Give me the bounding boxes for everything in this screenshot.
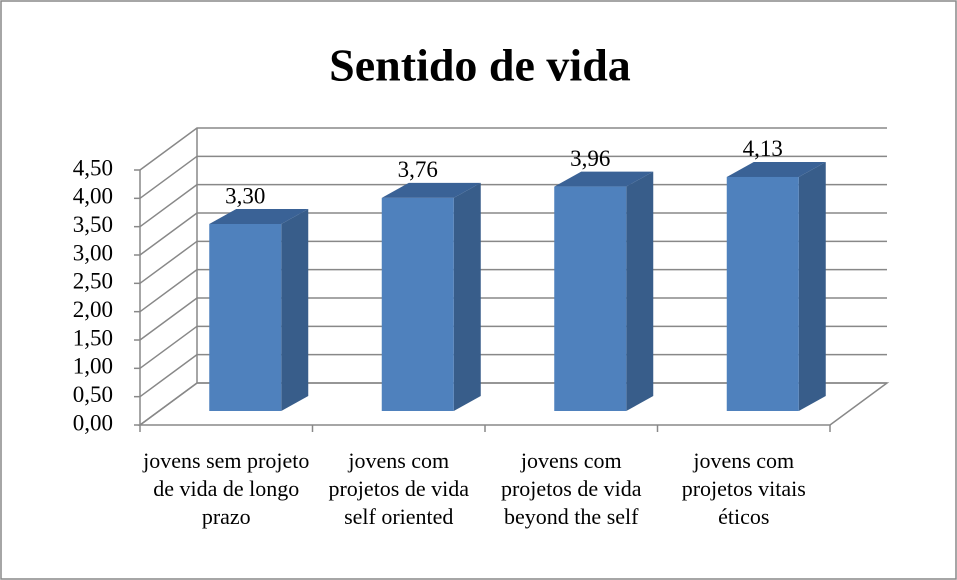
grid-line	[139, 155, 887, 199]
y-tick-label: 2,50	[73, 269, 113, 294]
bar-top	[726, 161, 826, 177]
bar	[209, 224, 282, 411]
y-tick-label: 3,50	[73, 212, 113, 237]
bar-side	[626, 171, 654, 411]
bar	[726, 176, 799, 411]
value-label: 3,30	[225, 183, 265, 208]
y-tick-label: 4,50	[73, 155, 113, 180]
y-tick-label: 1,50	[73, 325, 113, 350]
grid-line	[139, 382, 887, 426]
y-tick-label: 4,00	[73, 184, 113, 209]
grid-line	[139, 240, 887, 284]
bar-side	[798, 161, 826, 411]
grid-line	[139, 353, 887, 398]
grid-line	[139, 297, 887, 341]
grid-line	[139, 268, 887, 313]
grid-line	[139, 183, 887, 228]
y-tick-label: 2,00	[73, 297, 113, 322]
grid-line	[139, 127, 887, 171]
x-tick-label: jovens com projetos vitais éticos	[681, 448, 806, 529]
x-tick-label: jovens com projetos de vida beyond the s…	[500, 448, 642, 529]
x-tick-label: jovens sem projeto de vida de longo praz…	[143, 448, 310, 529]
x-tick-label: jovens com projetos de vida self oriente…	[328, 448, 470, 529]
y-tick-label: 0,50	[73, 382, 113, 407]
bar-top	[381, 182, 481, 198]
y-tick-label: 0,00	[73, 410, 113, 435]
grid-line	[139, 325, 887, 369]
bar-top	[209, 209, 309, 224]
bar-side	[453, 182, 481, 411]
value-label: 4,13	[743, 136, 783, 161]
bar-side	[281, 209, 309, 411]
grid-line	[139, 212, 887, 256]
chart-title: Sentido de vida	[329, 40, 631, 91]
bar	[381, 197, 454, 411]
y-tick-label: 1,00	[73, 354, 113, 379]
value-label: 3,96	[570, 146, 610, 171]
bar	[554, 186, 627, 411]
y-tick-label: 3,00	[73, 240, 113, 265]
bar-top	[554, 171, 654, 187]
value-label: 3,76	[398, 157, 438, 182]
